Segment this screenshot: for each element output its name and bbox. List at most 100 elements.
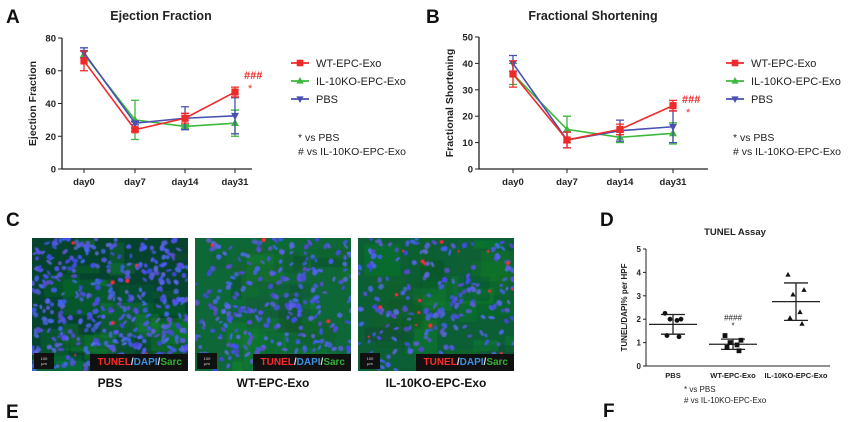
y-tick-label: 80 [45, 34, 56, 45]
data-point [724, 344, 730, 350]
y-tick-label: 2 [637, 315, 642, 324]
legend-marker-il [296, 77, 304, 84]
x-tick-label: day7 [124, 177, 146, 188]
x-tick-label: day31 [222, 177, 250, 188]
footnote-hash: # vs IL-10KO-EPC-Exo [733, 146, 841, 158]
data-point [736, 348, 742, 354]
x-tick-label: day14 [172, 177, 200, 188]
data-point [722, 333, 728, 338]
x-tick-label: day0 [73, 177, 95, 188]
data-point-pbs [131, 120, 139, 128]
chart-title: TUNEL Assay [704, 227, 766, 238]
data-point-wt [669, 102, 677, 110]
stain-separator: / [320, 357, 324, 368]
chart-title: Fractional Shortening [528, 9, 657, 23]
tunel-assay-chart: TUNEL Assay 0 1 2 3 4 5 PBS WT-EPC-Exo IL-10KO-EP… [620, 227, 830, 405]
data-point [738, 337, 744, 343]
significance-hash: ### [244, 70, 262, 82]
stain-separator: / [157, 357, 161, 368]
data-point-pbs [669, 123, 677, 132]
panel-label-d: D [600, 210, 614, 231]
sd-bar [784, 282, 808, 322]
footnote-star: * vs PBS [684, 385, 716, 394]
data-point-wt [181, 114, 189, 122]
legend-label-wt: WT-EPC-Exo [751, 58, 816, 70]
panel-label-b: B [426, 7, 440, 28]
x-tick-label: PBS [665, 371, 680, 380]
stain-legend: TUNEL/DAPI/Sarc [252, 354, 351, 371]
stain-dapi: DAPI [133, 357, 158, 368]
footnote-star: * vs PBS [733, 132, 774, 144]
data-point-wt [80, 57, 88, 65]
y-tick-label: 0 [51, 165, 56, 176]
data-point [734, 342, 740, 348]
y-axis-label: Ejection Fraction [27, 61, 39, 146]
scale-bar: 100 μm [360, 353, 380, 369]
data-point-wt [509, 70, 517, 78]
y-tick-label: 0 [468, 165, 473, 176]
data-point [727, 340, 733, 345]
fractional-shortening-chart: Fractional Shortening 0 10 20 30 40 50 day0 day7… [444, 9, 841, 188]
panel-label-e: E [6, 402, 19, 422]
data-point-wt [131, 126, 139, 134]
y-tick-label: 40 [462, 59, 473, 70]
y-tick-label: 4 [637, 268, 642, 277]
micrograph-image [358, 238, 514, 371]
legend-label-pbs: PBS [751, 94, 773, 106]
data-point-wt [563, 136, 571, 144]
data-point-wt [231, 88, 239, 96]
data-point [674, 317, 680, 323]
y-tick-label: 5 [637, 245, 642, 254]
stain-legend: TUNEL/DAPI/Sarc [89, 354, 188, 371]
ejection-fraction-chart: Ejection Fraction 0 20 40 60 80 day0 day7 day14 d… [27, 9, 406, 188]
data-point [667, 316, 673, 322]
significance-hash: #### [724, 313, 742, 322]
data-point [678, 316, 684, 322]
scale-bar: 100 μm [197, 353, 217, 369]
stain-tunel: TUNEL [260, 357, 294, 368]
data-point [797, 309, 803, 315]
significance-star: * [731, 321, 734, 330]
y-tick-label: 40 [45, 99, 56, 110]
data-point [790, 291, 796, 297]
footnote-hash: # vs IL-10KO-EPC-Exo [684, 396, 767, 405]
footnote-star: * vs PBS [298, 132, 339, 144]
micrograph-1: 100 μm TUNEL/DAPI/Sarc [195, 238, 351, 371]
stain-legend: TUNEL/DAPI/Sarc [415, 354, 514, 371]
panel-label-c: C [6, 210, 20, 231]
stain-sarc: Sarc [323, 357, 345, 368]
x-tick-label: day7 [556, 177, 578, 188]
series-line-wt [83, 60, 236, 131]
panel-label-f: F [603, 401, 615, 422]
micrograph-2: 100 μm TUNEL/DAPI/Sarc [358, 238, 514, 371]
stain-separator: / [293, 357, 297, 368]
y-tick-label: 0 [637, 362, 642, 371]
data-point-wt [616, 125, 624, 133]
legend-marker-wt [296, 59, 304, 67]
series-line-pbs [83, 52, 236, 124]
stain-separator: / [456, 357, 460, 368]
data-point-il [563, 125, 571, 133]
significance-star: * [686, 107, 691, 119]
series-line-pbs [512, 62, 674, 141]
x-tick-label: day14 [607, 177, 635, 188]
legend-marker-pbs [296, 96, 304, 103]
x-tick-label: day31 [660, 177, 688, 188]
scale-bar: 100 μm [34, 353, 54, 369]
stain-separator: / [130, 357, 134, 368]
data-point [801, 287, 807, 292]
stain-tunel: TUNEL [423, 357, 457, 368]
chart-title: Ejection Fraction [110, 9, 211, 23]
legend-label-il: IL-10KO-EPC-Exo [316, 76, 406, 88]
data-point [799, 321, 805, 326]
legend-marker-il [731, 77, 739, 84]
data-point [662, 310, 668, 316]
data-point [785, 271, 791, 277]
stain-sarc: Sarc [486, 357, 508, 368]
micrograph-label: IL-10KO-EPC-Exo [385, 376, 487, 390]
x-tick-label: day0 [502, 177, 524, 188]
stain-dapi: DAPI [296, 357, 321, 368]
data-point [787, 315, 793, 320]
legend-label-pbs: PBS [316, 94, 338, 106]
